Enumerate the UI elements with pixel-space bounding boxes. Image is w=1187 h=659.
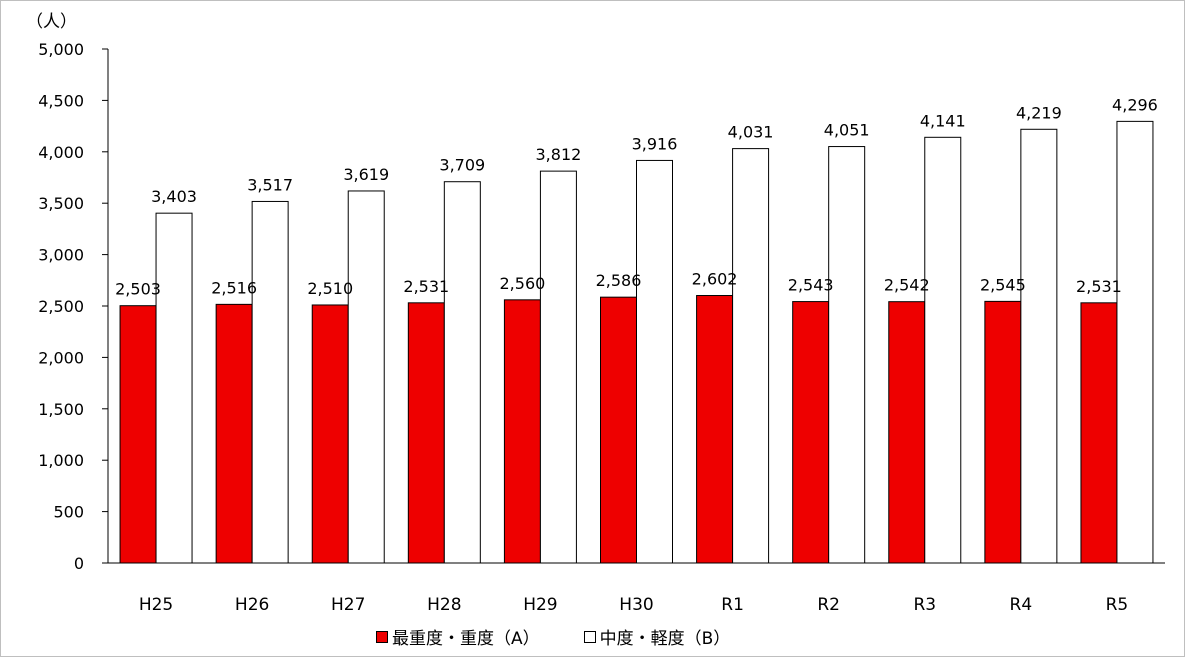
data-label-series-a: 2,516 <box>211 278 257 297</box>
x-tick-label: H28 <box>427 595 461 615</box>
bar-series-a <box>119 305 157 564</box>
data-label-series-b: 3,709 <box>439 156 485 175</box>
bar-series-b <box>1116 120 1154 564</box>
data-label-series-b: 4,219 <box>1016 103 1062 122</box>
data-label-series-a: 2,602 <box>692 270 738 289</box>
legend-swatch-red <box>376 630 388 643</box>
y-tick-label: 3,500 <box>38 194 84 213</box>
bar-series-b <box>636 159 673 564</box>
data-label-series-b: 4,051 <box>824 121 870 140</box>
data-label-series-b: 3,517 <box>247 175 293 194</box>
x-tick-label: H26 <box>235 595 269 615</box>
legend-item-a: 最重度・重度（A） <box>376 624 540 649</box>
x-tick-label: H29 <box>523 595 557 615</box>
bar-series-a <box>696 295 734 564</box>
bar-series-b <box>828 146 866 564</box>
x-tick-label: R2 <box>817 595 840 615</box>
y-tick-label: 4,500 <box>38 91 84 110</box>
data-label-series-a: 2,510 <box>307 279 353 298</box>
x-axis: H25 H26 H27 H28 H29 H30 R1 R2 R3 R4 R5 <box>108 562 1165 615</box>
data-labels: 2,503 3,403 2,516 3,517 2,510 3,619 2,531 3,709… <box>115 95 1158 298</box>
y-tick-label: 2,000 <box>38 348 84 367</box>
y-tick-label: 3,000 <box>38 246 84 265</box>
bar-series-a <box>792 301 830 564</box>
bar-series-b <box>539 170 577 564</box>
legend: 最重度・重度（A） 中度・軽度（B） <box>376 624 774 649</box>
x-tick-label: R5 <box>1106 595 1129 615</box>
x-tick-label: H27 <box>331 595 365 615</box>
data-label-series-a: 2,560 <box>500 274 546 293</box>
bar-series-b <box>251 200 289 564</box>
data-label-series-a: 2,531 <box>1076 277 1122 296</box>
y-tick-label: 0 <box>74 554 84 573</box>
x-tick-label: R4 <box>1010 595 1033 615</box>
data-label-series-b: 3,619 <box>343 165 389 184</box>
data-label-series-b: 4,141 <box>920 111 966 130</box>
data-label-series-a: 2,542 <box>884 276 930 295</box>
bar-series-b <box>732 148 770 564</box>
bar-series-a <box>1080 302 1118 564</box>
bar-series-a <box>311 304 349 564</box>
data-label-series-a: 2,531 <box>403 277 449 296</box>
data-label-series-a: 2,586 <box>596 271 642 290</box>
legend-item-b: 中度・軽度（B） <box>583 624 731 649</box>
bar-series-b <box>443 181 481 564</box>
y-tick-label: 4,000 <box>38 143 84 162</box>
data-label-series-b: 3,812 <box>536 145 582 164</box>
bar-series-b <box>347 190 385 564</box>
bar-series-a <box>503 299 541 564</box>
bar-series-a <box>984 300 1022 564</box>
y-tick-label: 1,000 <box>38 451 84 470</box>
bar-series-b <box>1020 128 1058 564</box>
data-label-series-b: 3,916 <box>632 134 678 153</box>
legend-swatch-white <box>583 630 596 643</box>
y-unit-label: （人） <box>26 12 77 32</box>
x-tick-label: R1 <box>721 595 744 615</box>
bar-series-b <box>924 136 962 564</box>
legend-label-b: 中度・軽度（B） <box>599 629 731 649</box>
data-label-series-a: 2,503 <box>115 280 161 299</box>
data-label-series-b: 4,031 <box>728 123 774 142</box>
y-tick-label: 1,500 <box>38 400 84 419</box>
x-tick-label: H30 <box>619 595 653 615</box>
bar-series-a <box>215 303 253 564</box>
legend-label-a: 最重度・重度（A） <box>392 629 540 649</box>
x-tick-label: R3 <box>913 595 936 615</box>
x-tick-label: H25 <box>139 595 173 615</box>
data-label-series-a: 2,543 <box>788 276 834 295</box>
data-label-series-a: 2,545 <box>980 275 1026 294</box>
y-tick-label: 2,500 <box>38 297 84 316</box>
data-label-series-b: 4,296 <box>1112 95 1158 114</box>
bar-series-a <box>407 302 445 564</box>
y-axis: 0 500 1,000 1,500 2,000 2,500 3,000 3,500 4,000 4… <box>38 40 109 573</box>
data-label-series-b: 3,403 <box>151 187 197 206</box>
y-tick-label: 5,000 <box>38 40 84 59</box>
bars <box>119 120 1154 564</box>
bar-series-a <box>600 296 637 564</box>
y-tick-label: 500 <box>53 503 84 522</box>
bar-series-a <box>888 301 926 564</box>
bar-series-b <box>155 212 193 564</box>
